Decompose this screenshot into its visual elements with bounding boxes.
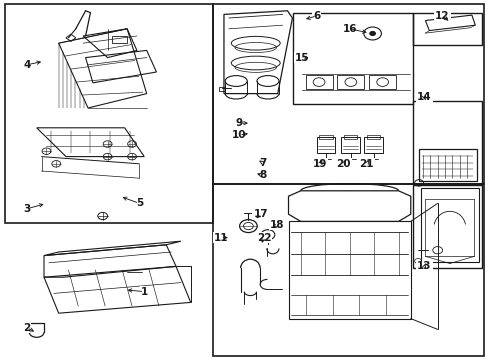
Text: 6: 6 xyxy=(313,11,320,21)
Bar xyxy=(112,36,127,43)
Bar xyxy=(337,75,364,89)
Text: 21: 21 xyxy=(359,159,373,169)
Text: 9: 9 xyxy=(235,118,242,128)
Bar xyxy=(412,101,481,184)
Bar xyxy=(212,184,483,356)
Circle shape xyxy=(369,31,375,36)
Text: 7: 7 xyxy=(258,158,266,168)
Bar xyxy=(316,137,335,153)
Text: 13: 13 xyxy=(416,261,431,271)
Text: 10: 10 xyxy=(231,130,246,140)
Text: 3: 3 xyxy=(23,204,30,214)
Bar xyxy=(368,75,395,89)
Text: 18: 18 xyxy=(269,220,284,230)
Bar xyxy=(341,137,359,153)
Text: 1: 1 xyxy=(141,287,147,297)
Text: 11: 11 xyxy=(213,233,228,243)
Text: 20: 20 xyxy=(336,159,350,169)
Text: 14: 14 xyxy=(416,92,431,102)
Text: 4: 4 xyxy=(23,60,31,70)
Bar xyxy=(293,13,412,104)
Bar xyxy=(364,137,382,153)
Bar xyxy=(212,4,483,184)
Bar xyxy=(305,75,332,89)
Text: 15: 15 xyxy=(294,53,309,63)
Text: 17: 17 xyxy=(253,209,267,219)
Text: 19: 19 xyxy=(312,159,327,169)
Text: 16: 16 xyxy=(342,24,356,34)
Text: 2: 2 xyxy=(23,323,30,333)
Bar xyxy=(319,135,332,139)
Text: 22: 22 xyxy=(256,233,271,243)
Text: 8: 8 xyxy=(259,170,265,180)
Bar xyxy=(418,149,476,181)
Bar xyxy=(366,135,380,139)
Bar xyxy=(412,185,481,268)
Bar xyxy=(343,135,357,139)
Text: 12: 12 xyxy=(434,11,449,21)
Text: 5: 5 xyxy=(136,198,142,208)
Bar xyxy=(412,13,481,45)
Bar xyxy=(219,87,224,91)
Bar xyxy=(5,4,212,223)
